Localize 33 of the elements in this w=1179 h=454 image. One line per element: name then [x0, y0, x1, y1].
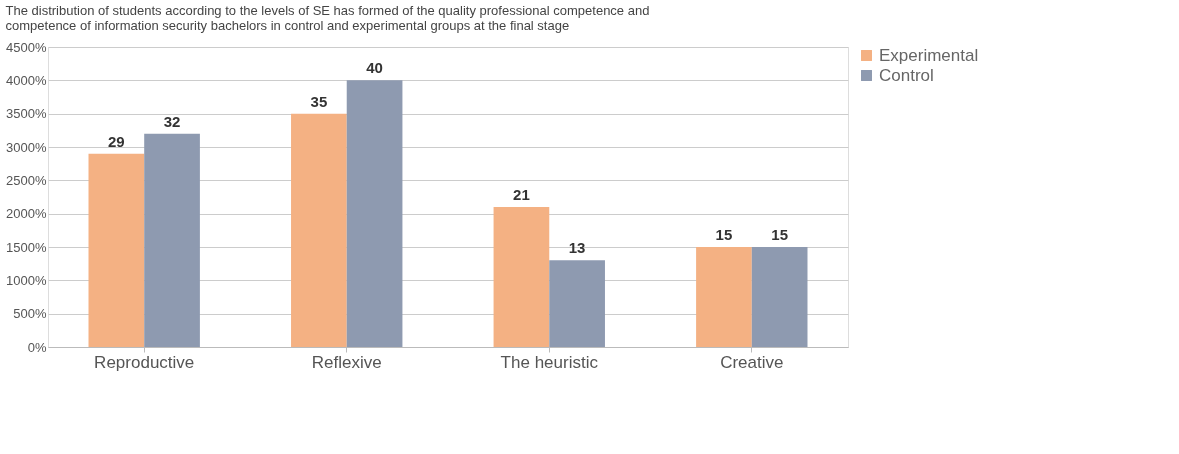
x-tick-label: Reflexive: [311, 352, 382, 372]
bar: [751, 247, 808, 347]
y-tick-label: 3000%: [6, 139, 47, 155]
x-tick-label: Reproductive: [94, 352, 195, 372]
y-tick-label: 2500%: [6, 172, 47, 188]
x-tick-label: Creative: [720, 352, 784, 372]
data-label: 35: [310, 92, 328, 110]
bar: [144, 133, 200, 347]
y-tick-label: 1000%: [6, 272, 47, 288]
y-tick-label: 3500%: [6, 106, 47, 122]
y-tick-label: 500%: [13, 306, 47, 322]
y-tick-label: 4500%: [6, 39, 47, 55]
bar: [291, 113, 347, 347]
legend-label: Control: [879, 65, 934, 85]
data-label: 29: [108, 132, 125, 150]
legend-label: Experimental: [879, 45, 979, 65]
bar: [549, 260, 605, 347]
y-tick-label: 0%: [27, 339, 47, 355]
x-tick-label: The heuristic: [500, 352, 599, 372]
chart-title: The distribution of students according to the levels of SE has formed of the quality professional competence and competence of information security bachelors in control and experimental groups at the final stage: [5, 3, 650, 33]
bar: [346, 80, 403, 347]
data-label: 40: [366, 59, 383, 77]
data-label: 13: [568, 239, 586, 257]
bar: [696, 247, 752, 347]
data-label: 32: [163, 112, 181, 130]
bar: [88, 153, 145, 347]
data-label: 21: [513, 186, 530, 203]
data-label: 15: [771, 226, 788, 243]
data-label: 15: [715, 226, 733, 243]
y-tick-label: 4000%: [6, 72, 47, 88]
y-tick-label: 2000%: [6, 206, 47, 222]
y-tick-label: 1500%: [6, 239, 47, 255]
bar: [493, 207, 550, 347]
